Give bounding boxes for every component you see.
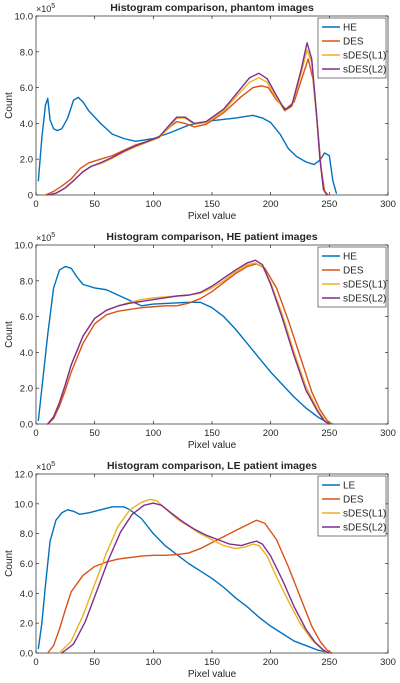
chart-1-x-tick-label: 100 bbox=[145, 199, 161, 210]
chart-3-y-tick-label: 6.0 bbox=[20, 559, 33, 570]
chart-1-x-tick-label: 200 bbox=[263, 199, 279, 210]
chart-3-y-tick-label: 0.0 bbox=[20, 649, 33, 660]
chart-2-legend-label-sdes-l2: sDES(L2) bbox=[343, 294, 386, 305]
chart-2-y-tick-label: 0.0 bbox=[20, 420, 33, 431]
chart-1-x-tick-label: 150 bbox=[204, 199, 220, 210]
chart-3-y-tick-label: 8.0 bbox=[20, 529, 33, 540]
chart-1-x-tick-label: 50 bbox=[89, 199, 100, 210]
chart-2-y-tick-label: 8.0 bbox=[20, 276, 33, 287]
chart-2-y-tick-label: 2.0 bbox=[20, 384, 33, 395]
chart-3-x-axis-label: Pixel value bbox=[188, 669, 237, 680]
chart-2-title: Histogram comparison, HE patient images bbox=[106, 231, 317, 243]
chart-1-x-axis-label: Pixel value bbox=[188, 211, 237, 222]
chart-3-y-tick-label: 10.0 bbox=[15, 499, 34, 510]
chart-1-y-tick-label: 0 bbox=[28, 191, 33, 202]
chart-1-series-sdes-l2-line bbox=[47, 42, 328, 196]
chart-2-legend-label-des: DES bbox=[343, 266, 364, 277]
chart-3-group: 0 50 100 150 200 250 300 0.0 2.0 4.0 6.0 8.0 10.0 12.… bbox=[4, 460, 396, 680]
chart-1-y-tick-label: 4.0 bbox=[20, 119, 33, 130]
chart-1-y-exponent: ×105 bbox=[36, 3, 55, 14]
chart-2-x-axis-label: Pixel value bbox=[188, 440, 237, 451]
chart-2-series-des-line bbox=[47, 263, 333, 425]
chart-3-x-tick-label: 250 bbox=[321, 657, 337, 668]
chart-1-legend: HE DES sDES(L1) sDES(L2) bbox=[317, 17, 387, 79]
chart-3-y-tick-label: 2.0 bbox=[20, 619, 33, 630]
chart-3-x-tick-label: 50 bbox=[89, 657, 100, 668]
chart-1-x-tick-label: 250 bbox=[321, 199, 337, 210]
chart-2-group: 0 50 100 150 200 250 300 0.0 2.0 4.0 6.0 8.0 10.0×10… bbox=[4, 231, 396, 451]
chart-3-y-exponent: ×105 bbox=[36, 461, 55, 472]
chart-3-x-tick-label: 0 bbox=[33, 657, 38, 668]
chart-3-x-tick-label: 200 bbox=[263, 657, 279, 668]
chart-1-legend-box bbox=[317, 17, 387, 79]
chart-2-x-tick-label: 300 bbox=[380, 428, 396, 439]
chart-1-series-des-line bbox=[44, 58, 329, 196]
chart-2-x-tick-label: 50 bbox=[89, 428, 100, 439]
chart-1-legend-label-sdes-l2: sDES(L2) bbox=[343, 65, 386, 76]
chart-3-legend-label-sdes-l1: sDES(L1) bbox=[343, 509, 386, 520]
chart-1-y-tick-label: 8.0 bbox=[20, 47, 33, 58]
chart-2-x-tick-label: 150 bbox=[204, 428, 220, 439]
chart-3-x-tick-label: 150 bbox=[204, 657, 220, 668]
chart-3-series-des-line bbox=[47, 519, 333, 654]
chart-3-y-axis-label: Count bbox=[4, 550, 15, 577]
chart-1-x-tick-label: 300 bbox=[380, 199, 396, 210]
chart-1-y-tick-label: 10.0 bbox=[15, 12, 34, 23]
chart-2-series-sdes-l2-line bbox=[47, 259, 331, 425]
chart-3-legend: LE DES sDES(L1) sDES(L2) bbox=[317, 475, 387, 537]
chart-3-y-tick-label: 12.0 bbox=[15, 470, 34, 481]
chart-2-x-tick-label: 200 bbox=[263, 428, 279, 439]
chart-1-x-tick-label: 0 bbox=[33, 199, 38, 210]
chart-1-y-axis-label: Count bbox=[4, 92, 15, 119]
chart-3-legend-label-sdes-l2: sDES(L2) bbox=[343, 523, 386, 534]
chart-3-legend-label-des: DES bbox=[343, 495, 364, 506]
chart-2-x-tick-label: 100 bbox=[145, 428, 161, 439]
chart-3-series-le-line bbox=[37, 506, 333, 654]
chart-1-group: 0 50 100 150 200 250 300 0 2.0 4.0 6.0 8.0 10.0×105 H… bbox=[4, 2, 396, 222]
chart-3-legend-label-le: LE bbox=[343, 481, 356, 492]
chart-2-y-tick-label: 4.0 bbox=[20, 348, 33, 359]
chart-1-title: Histogram comparison, phantom images bbox=[110, 2, 314, 14]
chart-3-legend-box bbox=[317, 475, 387, 537]
chart-2-y-tick-label: 6.0 bbox=[20, 312, 33, 323]
chart-2-y-exponent: ×105 bbox=[36, 232, 55, 243]
chart-3-y-tick-label: 4.0 bbox=[20, 589, 33, 600]
chart-3-x-tick-label: 100 bbox=[145, 657, 161, 668]
chart-3-title: Histogram comparison, LE patient images bbox=[107, 460, 317, 472]
chart-3-x-tick-label: 300 bbox=[380, 657, 396, 668]
chart-2-series-he-line bbox=[37, 265, 334, 425]
chart-2-x-tick-label: 250 bbox=[321, 428, 337, 439]
chart-1-y-tick-label: 6.0 bbox=[20, 83, 33, 94]
chart-2-y-axis-label: Count bbox=[4, 321, 15, 348]
chart-2-legend-box bbox=[317, 246, 387, 308]
chart-1-legend-label-des: DES bbox=[343, 37, 364, 48]
chart-3-series-sdes-l1-line bbox=[58, 498, 328, 654]
chart-2-legend: HE DES sDES(L1) sDES(L2) bbox=[317, 246, 387, 308]
chart-2-legend-label-sdes-l1: sDES(L1) bbox=[343, 280, 386, 291]
chart-2-legend-label-he: HE bbox=[343, 252, 357, 263]
chart-3-series-sdes-l2-line bbox=[61, 502, 329, 654]
chart-1-legend-label-he: HE bbox=[343, 23, 357, 34]
chart-1-legend-label-sdes-l1: sDES(L1) bbox=[343, 51, 386, 62]
chart-2-y-tick-label: 10.0 bbox=[15, 241, 34, 252]
chart-2-x-tick-label: 0 bbox=[33, 428, 38, 439]
chart-1-y-tick-label: 2.0 bbox=[20, 155, 33, 166]
